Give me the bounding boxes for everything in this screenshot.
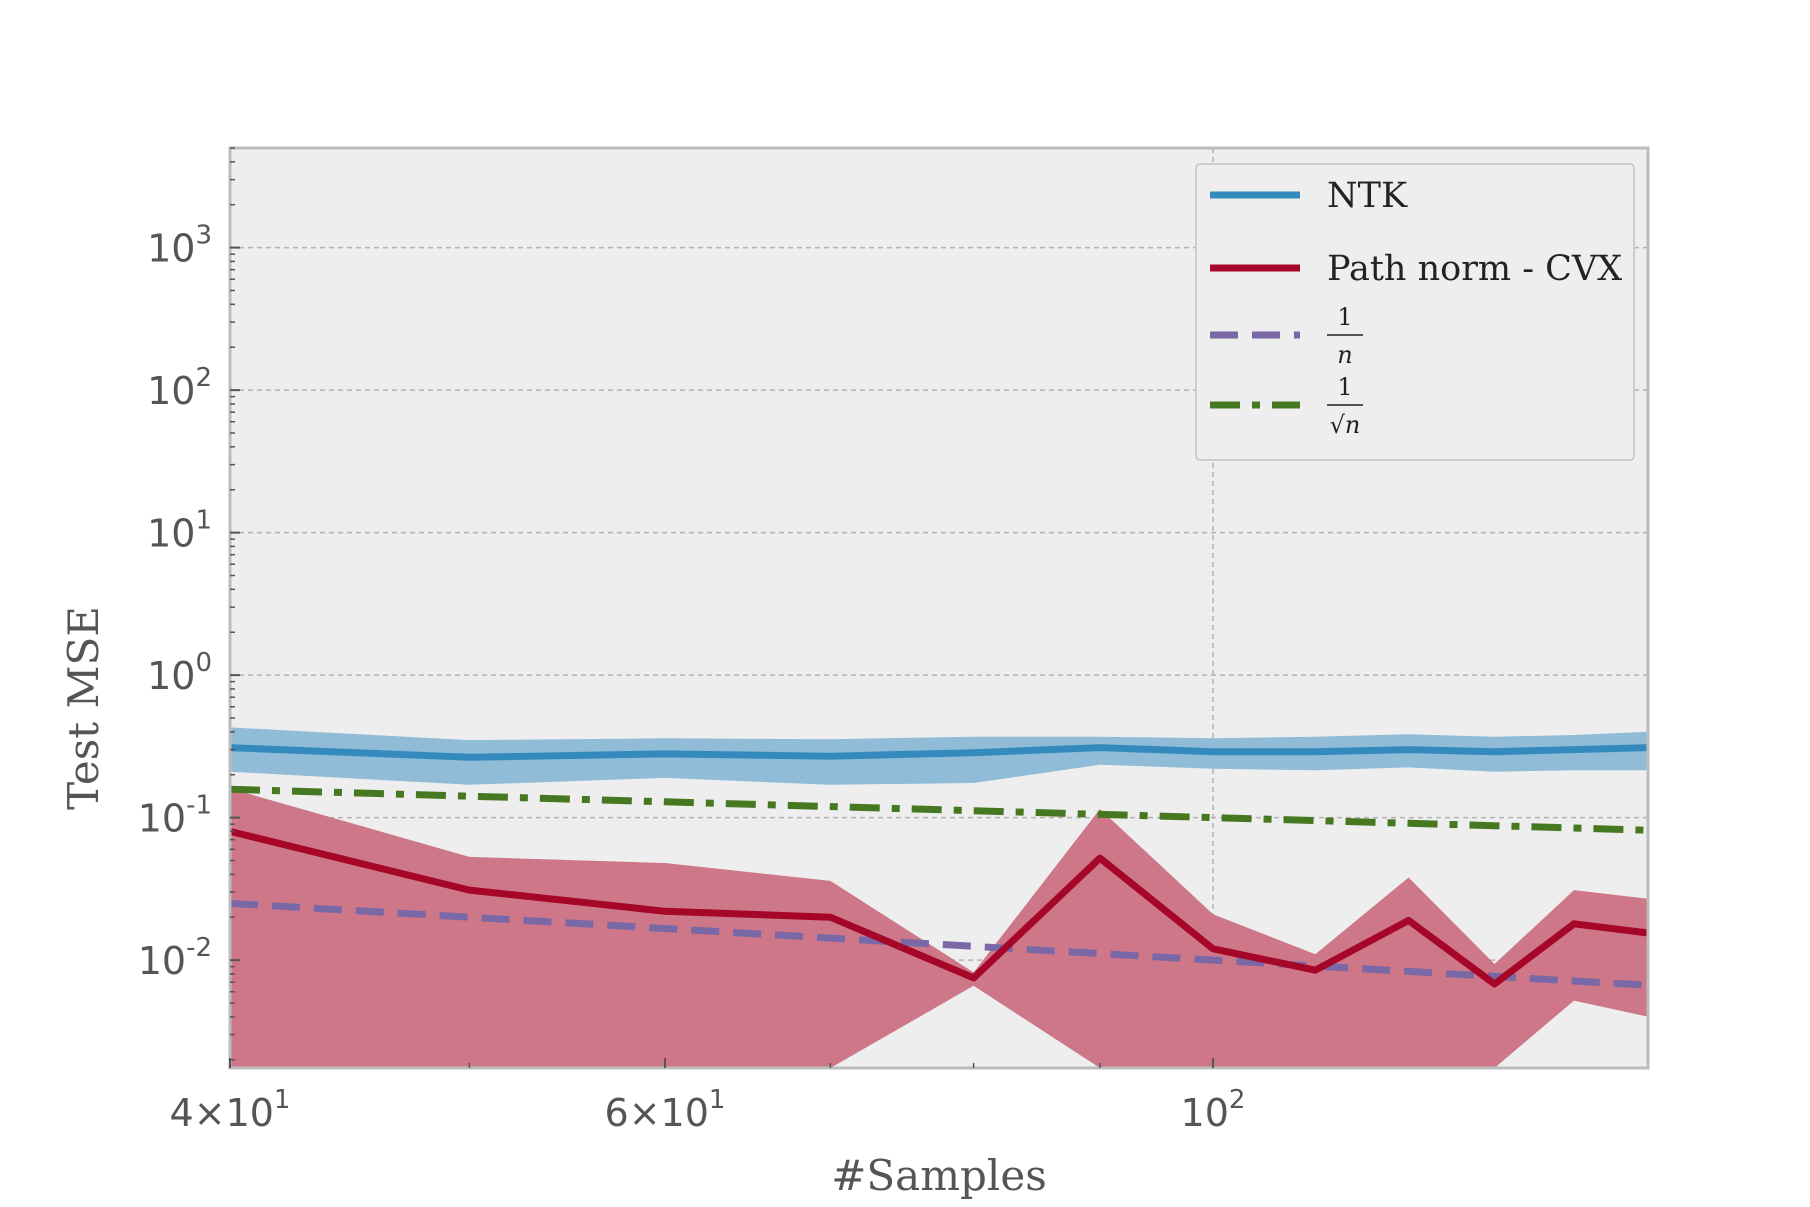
ticks (229, 147, 1215, 1068)
legend-label-1: Path norm - CVX (1327, 249, 1622, 289)
y-tick-label: 103 (147, 221, 212, 271)
band-path-norm-cvx (230, 788, 1648, 1068)
y-tick-label: 100 (147, 648, 212, 698)
series-lines (229, 744, 1649, 989)
y-tick-label: 101 (147, 506, 212, 556)
legend-label-0: NTK (1327, 176, 1408, 216)
series-line-1 (229, 828, 1649, 988)
x-tick-label: 102 (1181, 1085, 1246, 1135)
legend-fraction-numerator: 1 (1337, 303, 1352, 331)
y-tick-label: 10-1 (138, 791, 212, 841)
legend-fraction-numerator: 1 (1337, 373, 1352, 401)
plot-frame (228, 146, 1650, 1070)
y-tick-label: 10-2 (138, 933, 212, 983)
y-tick-labels: 10-2 10-1 100 101 102 103 (138, 221, 212, 984)
legend-fraction-denominator: √n (1330, 411, 1361, 439)
x-tick-label: 6×101 (605, 1085, 726, 1135)
x-tick-labels: 4×101 6×101 102 (170, 1085, 1246, 1135)
legend-fraction-denominator: n (1337, 341, 1352, 369)
legend: NTK Path norm - CVX 1 n 1 √n (1195, 163, 1635, 461)
legend-box (1195, 163, 1635, 461)
y-axis-label: Test MSE (59, 606, 108, 810)
y-tick-label: 102 (147, 363, 212, 413)
x-tick-label: 4×101 (170, 1085, 291, 1135)
x-axis-label: #Samples (831, 1151, 1047, 1200)
series-line-0 (229, 744, 1649, 761)
